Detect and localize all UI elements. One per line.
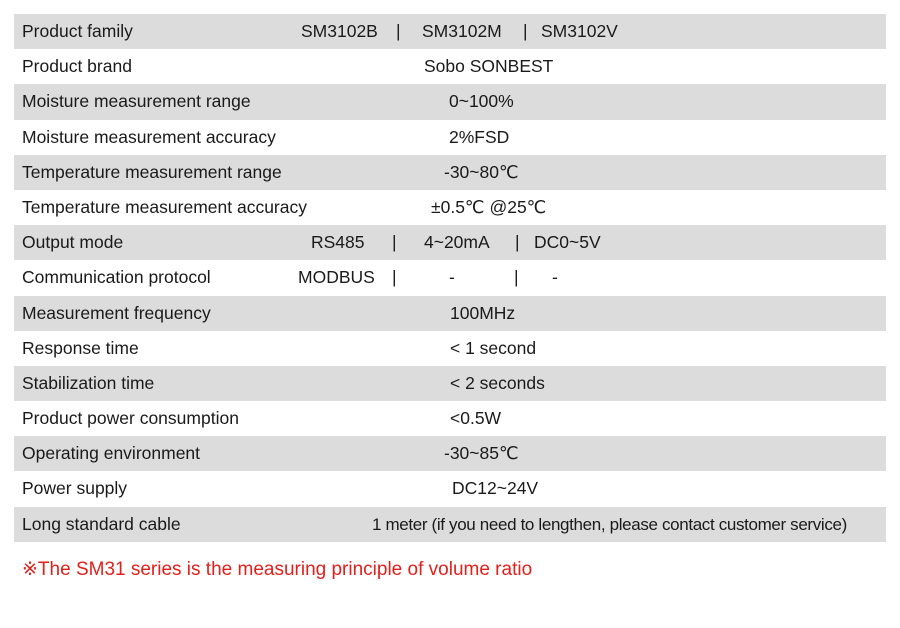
spec-value: MODBUS bbox=[298, 267, 375, 288]
spec-row-communication-protocol: Communication protocol MODBUS | - | - bbox=[14, 260, 886, 296]
spec-value: SM3102M bbox=[422, 21, 502, 41]
spec-value: 2%FSD bbox=[449, 126, 510, 147]
spec-row-moisture-accuracy: Moisture measurement accuracy 2%FSD bbox=[14, 119, 886, 155]
spec-value: - bbox=[552, 267, 558, 288]
spec-label: Product family bbox=[22, 21, 133, 41]
spec-value: DC0~5V bbox=[534, 232, 601, 253]
column-separator: | bbox=[515, 232, 520, 253]
spec-label: Product brand bbox=[22, 56, 132, 77]
spec-label: Power supply bbox=[22, 478, 128, 499]
spec-row-measurement-frequency: Measurement frequency 100MHz bbox=[14, 295, 886, 331]
spec-value: Sobo SONBEST bbox=[424, 56, 554, 77]
spec-value: < 1 second bbox=[450, 337, 537, 358]
spec-label: Operating environment bbox=[22, 443, 201, 464]
spec-row-output-mode: Output mode RS485 | 4~20mA | DC0~5V bbox=[14, 225, 886, 261]
spec-value: 0~100% bbox=[449, 91, 514, 112]
spec-row-power-supply: Power supply DC12~24V bbox=[14, 471, 886, 507]
column-separator: | bbox=[514, 267, 519, 288]
spec-value: DC12~24V bbox=[452, 478, 539, 499]
spec-label: Stabilization time bbox=[22, 372, 155, 393]
spec-row-temperature-accuracy: Temperature measurement accuracy ±0.5℃ @… bbox=[14, 189, 886, 226]
column-separator: | bbox=[392, 267, 397, 288]
spec-value: < 2 seconds bbox=[450, 372, 545, 393]
spec-row-power-consumption: Product power consumption <0.5W bbox=[14, 401, 886, 437]
footnote: ※The SM31 series is the measuring princi… bbox=[22, 559, 533, 580]
spec-label: Long standard cable bbox=[22, 513, 181, 534]
spec-value: RS485 bbox=[311, 232, 365, 253]
spec-value: 4~20mA bbox=[424, 232, 490, 253]
spec-label: Moisture measurement accuracy bbox=[22, 126, 276, 147]
spec-table: Product family SM3102B | SM3102M | SM310… bbox=[14, 14, 886, 542]
spec-row-stabilization-time: Stabilization time < 2 seconds bbox=[14, 365, 886, 402]
spec-row-response-time: Response time < 1 second bbox=[14, 330, 886, 366]
spec-label: Moisture measurement range bbox=[22, 91, 251, 112]
spec-row-product-family: Product family SM3102B | SM3102M | SM310… bbox=[14, 14, 886, 50]
spec-label: Product power consumption bbox=[22, 408, 239, 429]
spec-label: Communication protocol bbox=[22, 267, 211, 288]
spec-row-product-brand: Product brand Sobo SONBEST bbox=[14, 49, 886, 85]
column-separator: | bbox=[396, 21, 401, 41]
spec-value: 100MHz bbox=[450, 302, 516, 323]
spec-row-temperature-range: Temperature measurement range -30~80℃ bbox=[14, 154, 886, 190]
spec-value: <0.5W bbox=[450, 408, 502, 429]
spec-value: -30~85℃ bbox=[444, 443, 519, 464]
spec-row-standard-cable: Long standard cable 1 meter (if you need… bbox=[14, 506, 886, 542]
spec-label: Output mode bbox=[22, 232, 124, 253]
spec-label: Response time bbox=[22, 337, 139, 358]
spec-label: Temperature measurement range bbox=[22, 161, 282, 182]
spec-row-operating-environment: Operating environment -30~85℃ bbox=[14, 436, 886, 472]
spec-value: - bbox=[449, 267, 455, 288]
spec-value: -30~80℃ bbox=[444, 161, 519, 182]
spec-value: SM3102B bbox=[301, 21, 378, 41]
column-separator: | bbox=[523, 21, 528, 41]
spec-value: ±0.5℃ @25℃ bbox=[431, 196, 547, 217]
spec-row-moisture-range: Moisture measurement range 0~100% bbox=[14, 84, 886, 120]
spec-label: Temperature measurement accuracy bbox=[22, 196, 307, 217]
column-separator: | bbox=[392, 232, 397, 253]
spec-value: SM3102V bbox=[541, 21, 618, 41]
spec-value: 1 meter (if you need to lengthen, please… bbox=[372, 514, 847, 534]
spec-label: Measurement frequency bbox=[22, 302, 211, 323]
